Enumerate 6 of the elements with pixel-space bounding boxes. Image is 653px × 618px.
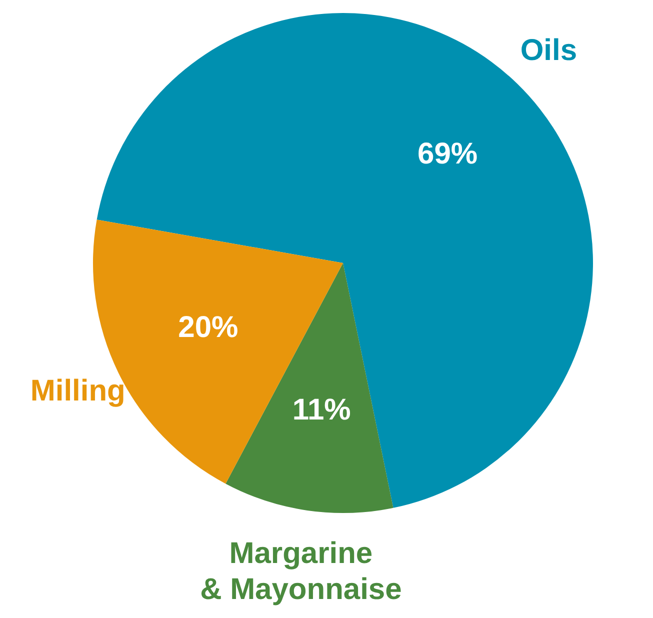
slice-label: Milling xyxy=(30,374,126,408)
slice-label: Oils xyxy=(520,34,578,67)
data-label: 20% xyxy=(178,311,238,344)
slice-label: Margarine & Mayonnaise xyxy=(200,537,402,606)
data-label: 69% xyxy=(418,138,478,171)
data-label: 11% xyxy=(292,394,351,427)
